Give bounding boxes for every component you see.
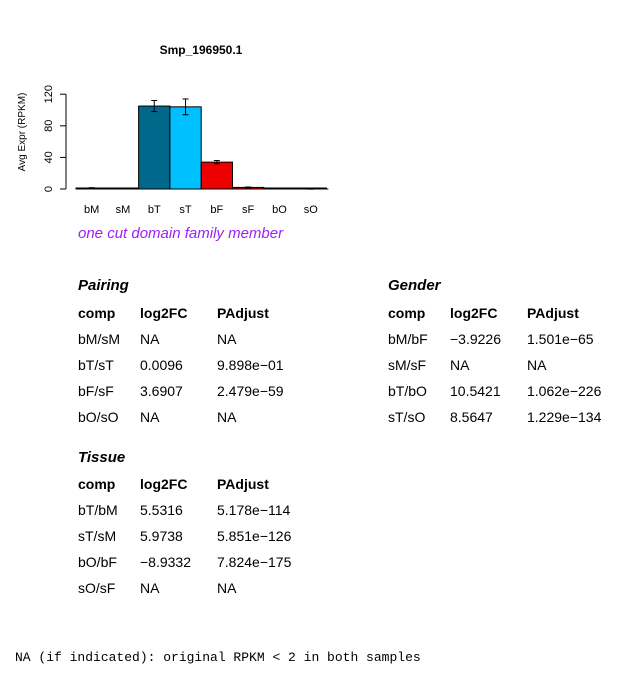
table-cell: bO/bF [78,554,117,570]
pairing-title: Pairing [78,277,129,294]
chart-title: Smp_196950.1 [160,43,243,57]
table-cell: NA [217,409,237,425]
table-cell: −3.9226 [450,331,501,347]
x-tick-label: sM [116,204,131,216]
tissue-table: comp log2FC PAdjust bT/bM 5.5316 5.178e−114 sT… [78,471,307,601]
error-bar-sF [245,186,252,189]
error-bar-sO [307,187,314,190]
x-tick-label: sF [242,204,255,216]
table-cell: 1.501e−65 [527,331,594,347]
table-cell: NA [450,357,470,373]
table-cell: 8.5647 [450,409,493,425]
error-bar-bT [151,100,158,113]
table-cell: sT/sO [388,409,426,425]
table-cell: bT/bO [388,383,427,399]
table-row: bM/sM NA NA [78,326,307,352]
x-tick-label: sT [179,204,192,216]
x-tick-labels: bM sM bT sT bF sF bO sO [84,204,318,216]
table-cell: bM/sM [78,331,120,347]
y-axis-label: Avg Expr (RPKM) [17,93,28,172]
bar-bF [200,161,233,190]
table-cell: 1.062e−226 [527,383,602,399]
table-row: bT/sT 0.0096 9.898e−01 [78,352,307,378]
gene-description: one cut domain family member [78,225,284,242]
table-cell: 2.479e−59 [217,383,284,399]
table-header-row: comp log2FC PAdjust [388,300,617,326]
pairing-table: comp log2FC PAdjust bM/sM NA NA bT/sT 0.0096 9.8… [78,300,307,430]
y-tick-label: 0 [43,186,55,192]
column-header: PAdjust [217,305,269,321]
table-row: sT/sO 8.5647 1.229e−134 [388,404,617,430]
table-cell: bF/sF [78,383,114,399]
bar-bO [263,187,296,190]
table-cell: bO/sO [78,409,119,425]
table-cell: 3.6907 [140,383,183,399]
table-row: bT/bO 10.5421 1.062e−226 [388,378,617,404]
bars [75,105,327,190]
gender-title: Gender [388,277,441,294]
table-row: sO/sF NA NA [78,575,307,601]
column-header: comp [388,305,426,321]
table-cell: NA [217,331,237,347]
table-cell: bT/sT [78,357,114,373]
footnote: NA (if indicated): original RPKM < 2 in … [15,650,421,665]
table-cell: NA [217,580,237,596]
bar-bT [138,105,171,190]
x-tick-label: bO [272,204,287,216]
table-header-row: comp log2FC PAdjust [78,300,307,326]
column-header: log2FC [450,305,498,321]
y-tick-label: 120 [43,85,55,103]
x-tick-label: sO [304,204,319,216]
table-cell: 0.0096 [140,357,183,373]
column-header: comp [78,476,116,492]
x-tick-label: bF [210,204,223,216]
table-row: bO/sO NA NA [78,404,307,430]
column-header: log2FC [140,305,188,321]
column-header: PAdjust [527,305,579,321]
table-cell: 5.9738 [140,528,183,544]
error-bar-bF [213,160,220,165]
x-tick-label: bM [84,204,99,216]
y-tick-label: 40 [43,151,55,163]
column-header: PAdjust [217,476,269,492]
table-cell: 7.824e−175 [217,554,292,570]
table-cell: NA [140,409,160,425]
column-header: log2FC [140,476,188,492]
table-cell: 5.178e−114 [217,502,291,518]
table-cell: 5.851e−126 [217,528,292,544]
table-cell: NA [140,331,160,347]
table-row: sT/sM 5.9738 5.851e−126 [78,523,307,549]
bar-chart: Smp_196950.1 Avg Expr (RPKM) 0 40 80 120 bM… [17,43,329,216]
table-cell: bT/bM [78,502,118,518]
table-cell: 9.898e−01 [217,357,284,373]
error-bar-bM [88,187,95,189]
table-cell: bM/bF [388,331,428,347]
table-cell: 5.5316 [140,502,183,518]
y-tick-label: 80 [43,120,55,132]
error-bars [88,98,314,190]
gender-table: comp log2FC PAdjust bM/bF −3.9226 1.501e−65 sM… [388,300,617,430]
table-cell: sT/sM [78,528,117,544]
column-header: comp [78,305,116,321]
table-cell: sO/sF [78,580,116,596]
table-row: bM/bF −3.9226 1.501e−65 [388,326,617,352]
bar-sT [169,106,202,190]
table-cell: 1.229e−134 [527,409,602,425]
table-header-row: comp log2FC PAdjust [78,471,307,497]
table-cell: NA [140,580,160,596]
table-cell: −8.9332 [140,554,191,570]
table-cell: 10.5421 [450,383,501,399]
table-cell: NA [527,357,547,373]
table-cell: sM/sF [388,357,427,373]
table-row: bF/sF 3.6907 2.479e−59 [78,378,307,404]
error-bar-sT [182,98,189,116]
table-row: bO/bF −8.9332 7.824e−175 [78,549,307,575]
table-row: bT/bM 5.5316 5.178e−114 [78,497,307,523]
tissue-title: Tissue [78,449,126,466]
table-row: sM/sF NA NA [388,352,617,378]
x-tick-label: bT [148,204,161,216]
